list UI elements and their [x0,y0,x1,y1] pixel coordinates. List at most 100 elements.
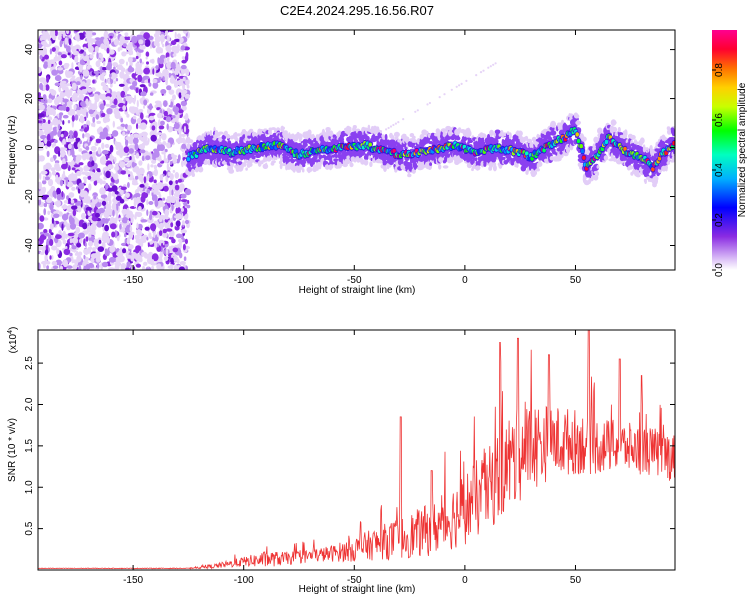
noise-point [158,193,162,199]
noise-point [136,68,143,75]
noise-point [114,230,118,238]
noise-point [74,55,79,63]
noise-point [88,183,92,191]
noise-point [52,118,59,126]
noise-point [39,172,42,180]
noise-point [86,79,92,84]
noise-point [43,31,50,39]
ridge-halo-point [262,133,266,141]
noise-point [105,64,112,71]
noise-point [118,161,126,168]
noise-point [62,120,65,125]
noise-point [128,173,131,177]
ridge-halo-point [299,166,303,171]
ridge-halo-point [393,131,400,138]
noise-point [160,37,165,42]
noise-point [109,83,113,88]
noise-point [126,113,130,118]
noise-point [44,162,52,171]
noise-point [95,37,101,41]
ridge-halo-point [217,131,224,135]
noise-point [102,85,109,91]
noise-point [105,170,111,179]
ridge-halo-point [337,163,343,167]
noise-point [80,74,83,80]
noise-point [150,164,154,168]
noise-point [133,266,136,270]
noise-point [65,158,68,162]
ridge-halo-point [627,165,634,170]
ridge-halo-point [280,126,285,130]
noise-point [151,210,158,216]
noise-point [176,43,180,50]
noise-point [156,182,164,190]
noise-point [96,120,101,124]
noise-point [129,225,133,232]
noise-point [81,212,86,220]
noise-point [60,149,66,158]
noise-point [174,108,179,115]
noise-point [59,179,64,187]
noise-point [131,73,136,79]
noise-point [138,143,145,150]
ridge-halo-point [644,179,647,185]
noise-point [75,226,80,234]
noise-point [137,125,143,129]
ridge-halo-point [188,139,194,144]
noise-point [40,251,45,255]
noise-point [184,93,191,99]
noise-point [114,261,122,267]
noise-point [136,222,139,230]
noise-point [175,213,182,220]
noise-point [180,193,187,199]
noise-point [108,267,116,270]
noise-point [40,97,47,100]
noise-point [100,66,103,74]
noise-point [151,183,158,190]
noise-point [52,190,57,198]
noise-point [77,89,82,95]
noise-point [185,113,189,121]
noise-point [44,254,48,262]
noise-point [163,110,168,117]
noise-point [138,39,144,45]
noise-point [135,245,142,252]
ridge-halo-point [383,165,387,172]
noise-point [47,178,54,187]
noise-point [42,42,48,46]
noise-point [143,176,147,184]
noise-point [74,44,81,52]
noise-point [71,115,75,122]
noise-point [40,170,48,175]
noise-point [109,223,117,230]
noise-point [152,81,159,89]
noise-point [55,234,62,239]
ridge-halo-point [246,162,253,168]
noise-point [61,223,64,231]
noise-point [99,93,104,100]
noise-point [165,248,169,256]
noise-point [65,30,70,35]
noise-point [62,170,66,177]
noise-point [178,239,183,243]
ridge-halo-point [245,167,248,171]
noise-point [122,105,127,111]
noise-point [110,104,117,109]
noise-point [65,106,70,112]
noise-point [165,198,172,204]
noise-point [97,111,100,115]
noise-point [121,217,129,224]
noise-point [44,54,49,60]
noise-point [182,152,186,157]
noise-point [180,64,187,70]
ridge-halo-point [612,126,618,133]
noise-point [42,175,46,181]
noise-point [101,200,107,206]
noise-point [184,219,190,225]
noise-point [49,59,56,64]
noise-point [102,61,106,66]
noise-point [105,182,109,190]
noise-point [166,85,172,91]
noise-point [180,100,188,107]
